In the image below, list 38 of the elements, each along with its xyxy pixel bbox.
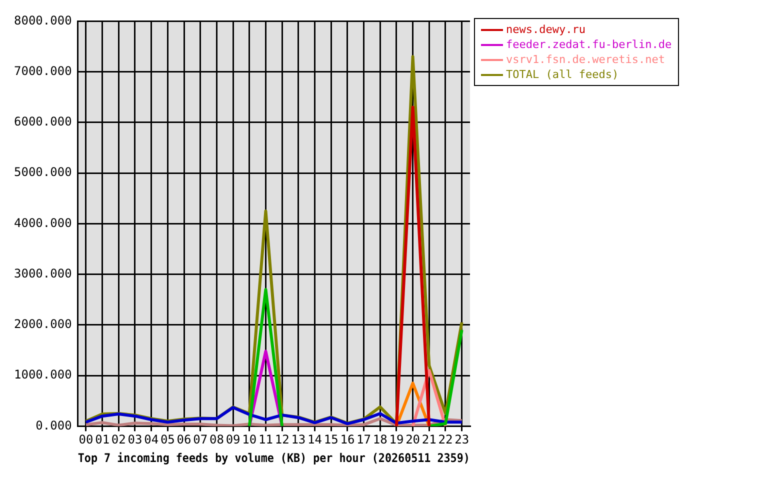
y-tick-label: 6000.000 — [14, 114, 72, 129]
legend-label: feeder.zedat.fu-berlin.de — [506, 38, 672, 51]
x-tick-label: 23 — [454, 432, 470, 447]
x-tick-label: 09 — [226, 432, 240, 447]
y-tick-label: 1000.000 — [14, 368, 72, 382]
x-tick-label: 07 — [193, 432, 208, 447]
x-tick-label: 04 — [144, 432, 159, 447]
x-tick-label: 14 — [308, 432, 322, 447]
y-tick-label: 4000.000 — [14, 216, 72, 230]
x-tick-label: 15 — [324, 432, 338, 447]
x-tick-label: 16 — [340, 432, 355, 447]
x-tick-label: 05 — [160, 432, 175, 447]
legend-label: TOTAL (all feeds) — [506, 68, 619, 81]
x-tick-label: 00 — [78, 432, 94, 447]
x-tick-label: 08 — [209, 432, 224, 447]
x-tick-label: 19 — [389, 432, 404, 447]
y-tick-label: 7000.000 — [14, 64, 72, 78]
x-tick-label: 21 — [422, 432, 436, 447]
x-tick-label: 17 — [356, 432, 372, 447]
y-tick-label: 8000.000 — [14, 13, 72, 28]
y-tick-label: 0.000 — [36, 418, 72, 432]
legend-label: vsrv1.fsn.de.weretis.net — [506, 53, 665, 66]
y-tick-label: 2000.000 — [14, 317, 72, 332]
x-tick-label: 03 — [128, 432, 142, 447]
x-tick-label: 13 — [291, 432, 306, 447]
x-tick-label: 18 — [372, 432, 388, 447]
x-tick-label: 22 — [438, 432, 453, 447]
y-tick-label: 5000.000 — [14, 165, 72, 180]
x-tick-label: 02 — [111, 432, 126, 447]
x-tick-label: 10 — [242, 432, 257, 447]
legend-label: news.dewy.ru — [506, 23, 586, 36]
x-tick-label: 01 — [95, 432, 110, 447]
x-axis-title: Top 7 incoming feeds by volume (KB) per hour (20260511 2359) — [78, 450, 470, 466]
y-tick-label: 3000.000 — [14, 266, 72, 280]
x-tick-label: 12 — [274, 432, 290, 447]
x-tick-label: 06 — [176, 432, 192, 447]
x-tick-label: 11 — [258, 432, 273, 447]
x-tick-label: 20 — [406, 432, 420, 447]
